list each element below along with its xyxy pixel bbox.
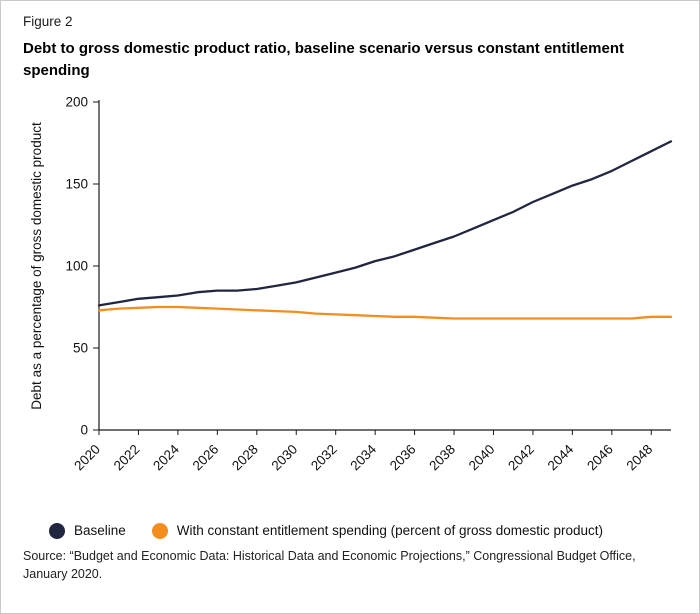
baseline-legend-dot-icon [49,522,65,539]
svg-text:100: 100 [65,258,88,273]
source-line-2: January 2020. [23,567,103,582]
svg-text:2048: 2048 [624,441,656,473]
line-chart: 0 50 100 150 200 2020 2022 2024 2026 2028 2030 2032… [29,94,673,473]
svg-text:2024: 2024 [150,441,182,473]
legend-label: With constant entitlement spending (perc… [176,523,604,538]
svg-text:2022: 2022 [111,441,143,473]
chart-title: Debt to gross domestic product ratio, ba… [23,40,624,79]
legend-item-constant-entitlement: With constant entitlement spending (perc… [151,522,604,539]
chart-area: 0 50 100 150 200 2020 2022 2024 2026 2028 2030 2032… [25,88,679,521]
svg-text:0: 0 [80,422,88,437]
svg-text:2030: 2030 [269,441,301,473]
svg-text:Debt as a percentage of gross: Debt as a percentage of gross domestic p… [29,122,44,410]
svg-text:2046: 2046 [584,441,616,473]
chart-legend: Baseline With constant entitlement spend… [49,522,679,539]
svg-text:2020: 2020 [71,441,103,473]
constant-entitlement-legend-dot-icon [151,522,168,539]
svg-text:200: 200 [65,94,88,109]
figure-label: Figure 2 [23,14,73,29]
svg-text:150: 150 [65,176,88,191]
legend-label: Baseline [74,523,126,538]
svg-text:2034: 2034 [347,441,379,473]
svg-text:2042: 2042 [505,441,537,473]
svg-text:2040: 2040 [466,441,498,473]
source-line-1: Source: “Budget and Economic Data: Histo… [23,548,636,563]
source-note: Source: “Budget and Economic Data: Histo… [23,547,679,585]
svg-text:2026: 2026 [190,441,222,473]
svg-text:2044: 2044 [545,441,577,473]
svg-text:2038: 2038 [426,441,458,473]
svg-text:50: 50 [73,340,88,355]
legend-item-baseline: Baseline [49,522,126,539]
svg-text:2028: 2028 [229,441,261,473]
svg-text:2036: 2036 [387,441,419,473]
svg-text:2032: 2032 [308,441,340,473]
